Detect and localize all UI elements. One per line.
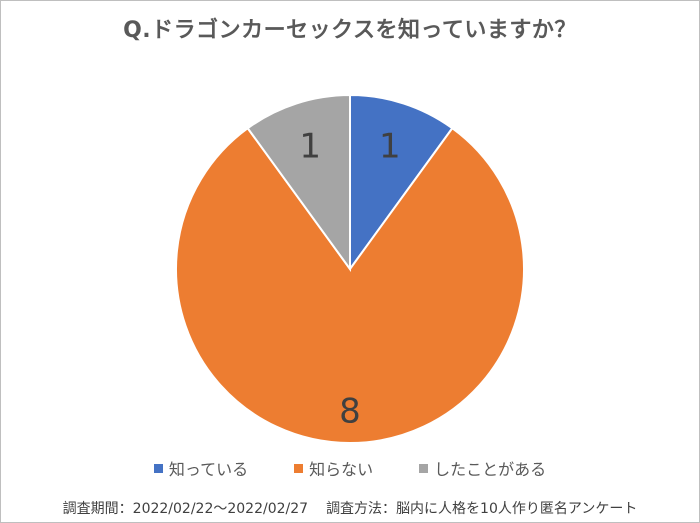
legend-swatch-0 xyxy=(153,463,163,473)
legend-swatch-2 xyxy=(419,463,429,473)
pie-slice-1 xyxy=(175,126,525,445)
data-label-0: 1 xyxy=(379,127,401,167)
legend-label-1: 知らない xyxy=(309,460,374,479)
legend-label-2: したことがある xyxy=(434,460,547,479)
data-label-1: 8 xyxy=(339,392,361,432)
legend-item-2: したことがある xyxy=(419,456,546,480)
data-label-2: 1 xyxy=(299,127,321,167)
survey-method: 調査方法：脳内に人格を10人作り匿名アンケート xyxy=(326,501,638,517)
legend-item-0: 知っている xyxy=(153,456,249,480)
legend-item-1: 知らない xyxy=(294,456,373,480)
chart-title: Q.ドラゴンカーセックスを知っていますか？ xyxy=(123,18,577,43)
pie-slice-2 xyxy=(246,93,351,273)
survey-footer: 調査期間：2022/02/22～2022/02/27 調査方法：脳内に人格を10人… xyxy=(0,498,700,518)
pie-slice-0 xyxy=(349,93,454,273)
legend-swatch-1 xyxy=(294,463,304,473)
survey-period: 調査期間：2022/02/22～2022/02/27 xyxy=(62,501,309,517)
chart-legend: 知っている 知らない したことがある xyxy=(0,456,700,480)
legend-label-0: 知っている xyxy=(168,460,249,479)
